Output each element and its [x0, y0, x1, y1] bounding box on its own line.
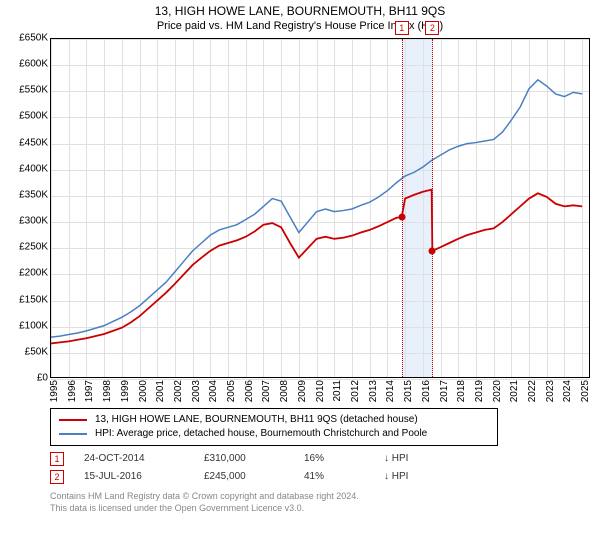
attrib-line: Contains HM Land Registry data © Crown c… [50, 490, 592, 502]
event-dir: ↓ HPI [384, 468, 408, 486]
event-price: £245,000 [204, 468, 284, 486]
chart-subtitle: Price paid vs. HM Land Registry's House … [8, 20, 592, 32]
event-pct: 41% [304, 468, 364, 486]
event-pct: 16% [304, 450, 364, 468]
attrib-line: This data is licensed under the Open Gov… [50, 502, 592, 514]
chart-area: £0£50K£100K£150K£200K£250K£300K£350K£400… [8, 36, 592, 406]
event-tag-icon: 1 [50, 452, 64, 466]
legend-label: HPI: Average price, detached house, Bour… [95, 427, 427, 441]
legend-swatch-price [59, 419, 87, 421]
event-tag-icon: 2 [50, 470, 64, 484]
event-price: £310,000 [204, 450, 284, 468]
event-row: 2 15-JUL-2016 £245,000 41% ↓ HPI [50, 468, 592, 486]
plot-area: 12 [50, 38, 590, 378]
event-date: 24-OCT-2014 [84, 450, 184, 468]
chart-title: 13, HIGH HOWE LANE, BOURNEMOUTH, BH11 9Q… [8, 4, 592, 18]
title-block: 13, HIGH HOWE LANE, BOURNEMOUTH, BH11 9Q… [8, 4, 592, 32]
legend-item-price: 13, HIGH HOWE LANE, BOURNEMOUTH, BH11 9Q… [59, 413, 489, 427]
attribution: Contains HM Land Registry data © Crown c… [50, 490, 592, 514]
legend-label: 13, HIGH HOWE LANE, BOURNEMOUTH, BH11 9Q… [95, 413, 418, 427]
events-table: 1 24-OCT-2014 £310,000 16% ↓ HPI 2 15-JU… [50, 450, 592, 486]
legend-swatch-hpi [59, 433, 87, 435]
chart-container: 13, HIGH HOWE LANE, BOURNEMOUTH, BH11 9Q… [0, 0, 600, 560]
event-date: 15-JUL-2016 [84, 468, 184, 486]
legend-box: 13, HIGH HOWE LANE, BOURNEMOUTH, BH11 9Q… [50, 408, 498, 446]
event-dir: ↓ HPI [384, 450, 408, 468]
legend-item-hpi: HPI: Average price, detached house, Bour… [59, 427, 489, 441]
event-row: 1 24-OCT-2014 £310,000 16% ↓ HPI [50, 450, 592, 468]
